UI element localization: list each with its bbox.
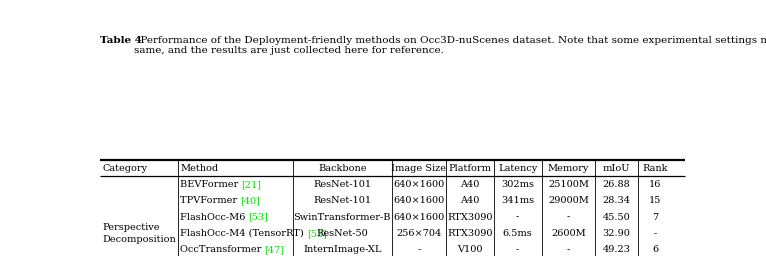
Text: Method: Method	[180, 164, 218, 173]
Text: 26.88: 26.88	[603, 180, 630, 189]
Text: 256×704: 256×704	[396, 229, 441, 238]
Text: -: -	[516, 245, 519, 254]
Text: [53]: [53]	[248, 212, 268, 222]
Text: 32.90: 32.90	[603, 229, 630, 238]
Text: BEVFormer: BEVFormer	[180, 180, 241, 189]
Text: FlashOcc-M6: FlashOcc-M6	[180, 212, 248, 222]
Text: 640×1600: 640×1600	[393, 180, 444, 189]
Text: Platform: Platform	[448, 164, 491, 173]
Text: RTX3090: RTX3090	[447, 229, 493, 238]
Text: 25100M: 25100M	[548, 180, 589, 189]
Text: RTX3090: RTX3090	[447, 212, 493, 222]
Text: 302ms: 302ms	[501, 180, 534, 189]
Text: 341ms: 341ms	[501, 196, 534, 205]
Text: 640×1600: 640×1600	[393, 212, 444, 222]
Text: FlashOcc-M4 (TensorRT): FlashOcc-M4 (TensorRT)	[180, 229, 307, 238]
Text: Image Size: Image Size	[391, 164, 447, 173]
Text: Table 4: Table 4	[100, 36, 142, 45]
Text: Rank: Rank	[643, 164, 668, 173]
Text: V100: V100	[457, 245, 483, 254]
Text: Memory: Memory	[548, 164, 589, 173]
Text: 7: 7	[653, 212, 659, 222]
Text: ResNet-50: ResNet-50	[316, 229, 368, 238]
Text: ResNet-101: ResNet-101	[313, 180, 372, 189]
Text: Latency: Latency	[498, 164, 537, 173]
Text: Backbone: Backbone	[318, 164, 367, 173]
Text: A40: A40	[460, 180, 480, 189]
Text: Performance of the Deployment-friendly methods on Occ3D-nuScenes dataset. Note t: Performance of the Deployment-friendly m…	[134, 36, 766, 55]
Text: -: -	[654, 229, 657, 238]
Text: 6.5ms: 6.5ms	[502, 229, 532, 238]
Text: -: -	[417, 245, 421, 254]
Text: 640×1600: 640×1600	[393, 196, 444, 205]
Text: 15: 15	[650, 196, 662, 205]
Text: Perspective
Decomposition: Perspective Decomposition	[103, 223, 177, 244]
Text: 49.23: 49.23	[603, 245, 630, 254]
Text: Category: Category	[103, 164, 148, 173]
Text: InternImage-XL: InternImage-XL	[303, 245, 381, 254]
Text: 45.50: 45.50	[603, 212, 630, 222]
Text: 16: 16	[650, 180, 662, 189]
Text: [21]: [21]	[241, 180, 261, 189]
Text: 29000M: 29000M	[548, 196, 589, 205]
Text: OccTransformer: OccTransformer	[180, 245, 264, 254]
Text: 2600M: 2600M	[551, 229, 586, 238]
Text: 28.34: 28.34	[603, 196, 630, 205]
Text: 6: 6	[653, 245, 659, 254]
Text: -: -	[567, 212, 570, 222]
Text: ResNet-101: ResNet-101	[313, 196, 372, 205]
Text: -: -	[567, 245, 570, 254]
Text: [40]: [40]	[241, 196, 260, 205]
Text: [53]: [53]	[307, 229, 327, 238]
Text: A40: A40	[460, 196, 480, 205]
Text: -: -	[516, 212, 519, 222]
Text: SwinTransformer-B: SwinTransformer-B	[293, 212, 391, 222]
Text: [47]: [47]	[264, 245, 284, 254]
Text: mIoU: mIoU	[603, 164, 630, 173]
Text: TPVFormer: TPVFormer	[180, 196, 241, 205]
